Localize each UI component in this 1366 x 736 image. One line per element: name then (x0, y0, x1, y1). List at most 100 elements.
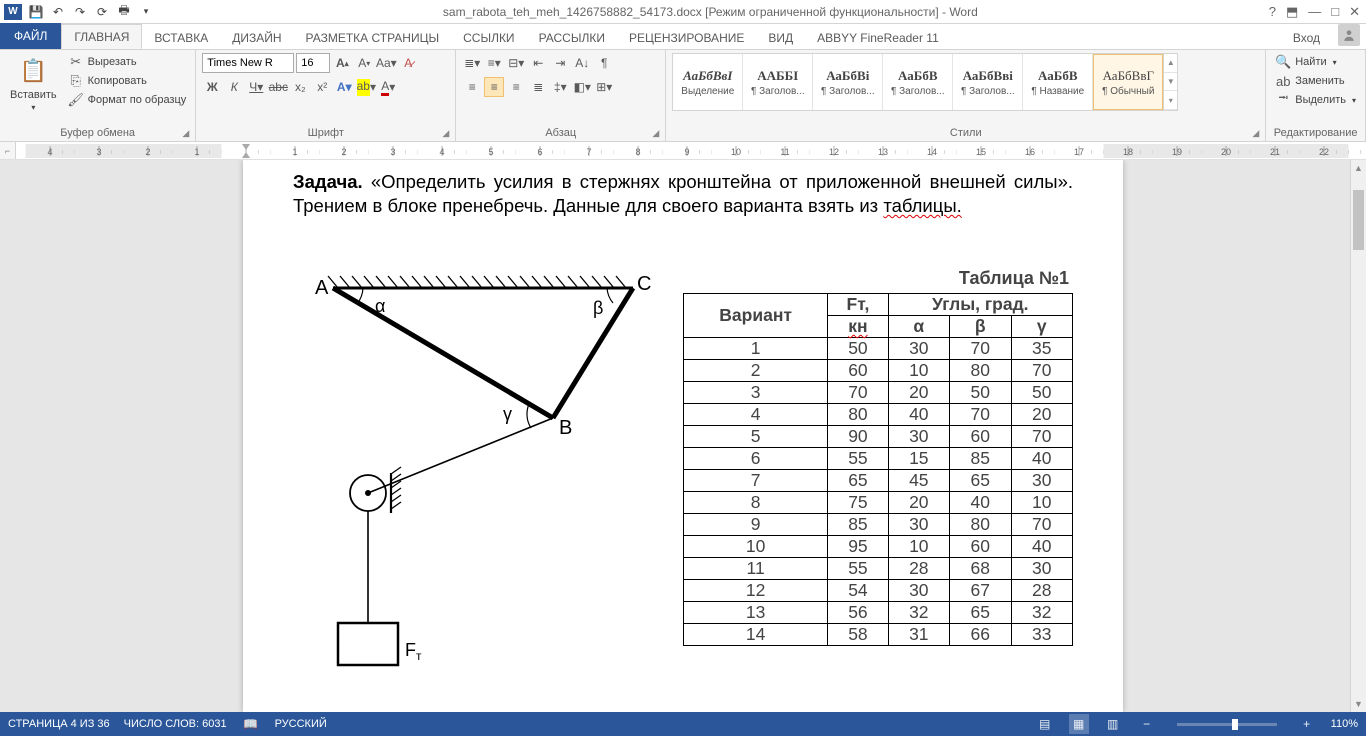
status-words[interactable]: ЧИСЛО СЛОВ: 6031 (124, 718, 227, 730)
help-icon[interactable]: ? (1269, 4, 1276, 20)
maximize-icon[interactable]: □ (1331, 4, 1339, 20)
group-clipboard: 📋 Вставить ▾ ✂Вырезать ⎘Копировать 🖌Форм… (0, 50, 196, 141)
italic-button[interactable]: К (224, 77, 244, 97)
tab-layout[interactable]: РАЗМЕТКА СТРАНИЦЫ (294, 26, 452, 49)
align-center-button[interactable]: ≡ (484, 77, 504, 97)
tab-home[interactable]: ГЛАВНАЯ (61, 24, 142, 49)
style-item[interactable]: ААББІ¶ Заголов... (743, 54, 813, 110)
line-spacing-button[interactable]: ‡▾ (550, 77, 570, 97)
read-mode-icon[interactable]: ▤ (1035, 714, 1055, 734)
superscript-button[interactable]: x² (312, 77, 332, 97)
table-row: 150307035 (684, 338, 1073, 360)
grow-font-button[interactable]: A▴ (332, 53, 352, 73)
proofing-icon[interactable]: 📖 (241, 714, 261, 734)
zoom-in-icon[interactable]: + (1297, 714, 1317, 734)
copy-button[interactable]: ⎘Копировать (65, 72, 190, 90)
tab-design[interactable]: ДИЗАЙН (220, 26, 293, 49)
replace-button[interactable]: abЗаменить (1272, 72, 1347, 90)
minimize-icon[interactable]: — (1308, 4, 1321, 20)
diag-label-beta: β (593, 298, 603, 318)
scroll-up-icon[interactable]: ▲ (1351, 160, 1366, 176)
tab-mailings[interactable]: РАССЫЛКИ (527, 26, 617, 49)
style-item[interactable]: АаБбВ¶ Заголов... (883, 54, 953, 110)
align-right-button[interactable]: ≡ (506, 77, 526, 97)
para-dialog-icon[interactable]: ◢ (652, 128, 659, 139)
tab-view[interactable]: ВИД (756, 26, 805, 49)
refresh-icon[interactable]: ⟳ (94, 4, 110, 20)
change-case-button[interactable]: Aa▾ (376, 53, 396, 73)
subscript-button[interactable]: x₂ (290, 77, 310, 97)
diag-label-F: Fт (405, 640, 422, 663)
inc-indent-button[interactable]: ⇥ (550, 53, 570, 73)
show-marks-button[interactable]: ¶ (594, 53, 614, 73)
styles-gallery: АаБбВвІВыделениеААББІ¶ Заголов...АаБбВі¶… (672, 53, 1178, 111)
style-item[interactable]: АаБбВвІВыделение (673, 54, 743, 110)
th-angles: Углы, град. (888, 294, 1072, 316)
sort-button[interactable]: A↓ (572, 53, 592, 73)
undo-icon[interactable]: ↶ (50, 4, 66, 20)
table-caption: Таблица №1 (683, 268, 1073, 289)
highlight-button[interactable]: ab▾ (356, 77, 376, 97)
styles-dialog-icon[interactable]: ◢ (1252, 128, 1259, 139)
align-left-button[interactable]: ≡ (462, 77, 482, 97)
font-dialog-icon[interactable]: ◢ (442, 128, 449, 139)
login-link[interactable]: Вход (1281, 26, 1332, 49)
font-name-input[interactable] (202, 53, 294, 73)
borders-button[interactable]: ⊞▾ (594, 77, 614, 97)
vertical-scrollbar[interactable]: ▲ ▼ (1350, 160, 1366, 712)
scroll-thumb[interactable] (1353, 190, 1364, 250)
qat-more-icon[interactable]: ▾ (138, 4, 154, 20)
zoom-out-icon[interactable]: − (1137, 714, 1157, 734)
format-painter-button[interactable]: 🖌Формат по образцу (65, 91, 190, 109)
th-alpha: α (888, 316, 949, 338)
status-lang[interactable]: РУССКИЙ (275, 718, 327, 730)
numbering-button[interactable]: ≡▾ (484, 53, 504, 73)
shading-button[interactable]: ◧▾ (572, 77, 592, 97)
redo-icon[interactable]: ↷ (72, 4, 88, 20)
user-avatar-icon[interactable] (1338, 24, 1360, 46)
style-item[interactable]: АаБбВві¶ Заголов... (953, 54, 1023, 110)
tab-review[interactable]: РЕЦЕНЗИРОВАНИЕ (617, 26, 756, 49)
shrink-font-button[interactable]: A▾ (354, 53, 374, 73)
font-color-button[interactable]: A▾ (378, 77, 398, 97)
style-item[interactable]: АаБбВвГ¶ Обычный (1093, 54, 1163, 110)
tab-insert[interactable]: ВСТАВКА (142, 26, 220, 49)
paste-button[interactable]: 📋 Вставить ▾ (6, 53, 61, 114)
find-button[interactable]: 🔍Найти▾ (1272, 53, 1339, 71)
strike-button[interactable]: abc (268, 77, 288, 97)
cut-button[interactable]: ✂Вырезать (65, 53, 190, 71)
text-effects-button[interactable]: A▾ (334, 77, 354, 97)
font-size-input[interactable] (296, 53, 330, 73)
justify-button[interactable]: ≣ (528, 77, 548, 97)
gallery-down-icon[interactable]: ▼ (1164, 73, 1177, 92)
dec-indent-button[interactable]: ⇤ (528, 53, 548, 73)
print-icon[interactable]: 🖶 (116, 4, 132, 20)
clear-format-button[interactable]: A̷ (398, 53, 418, 73)
copy-icon: ⎘ (68, 73, 84, 89)
tab-abbyy[interactable]: ABBYY FineReader 11 (805, 26, 951, 49)
status-page[interactable]: СТРАНИЦА 4 ИЗ 36 (8, 718, 110, 730)
ruler-toggle[interactable]: ⌐ (0, 142, 16, 159)
clipboard-dialog-icon[interactable]: ◢ (182, 128, 189, 139)
style-item[interactable]: АаБбВ¶ Название (1023, 54, 1093, 110)
gallery-more-icon[interactable]: ▾ (1164, 91, 1177, 110)
bold-button[interactable]: Ж (202, 77, 222, 97)
close-icon[interactable]: ✕ (1349, 4, 1360, 20)
style-item[interactable]: АаБбВі¶ Заголов... (813, 54, 883, 110)
gallery-up-icon[interactable]: ▲ (1164, 54, 1177, 73)
zoom-value[interactable]: 110% (1331, 718, 1358, 730)
paste-icon: 📋 (17, 55, 49, 87)
web-layout-icon[interactable]: ▥ (1103, 714, 1123, 734)
scroll-down-icon[interactable]: ▼ (1351, 696, 1366, 712)
diag-label-C: C (637, 273, 651, 295)
zoom-slider[interactable] (1177, 723, 1277, 726)
underline-button[interactable]: Ч▾ (246, 77, 266, 97)
print-layout-icon[interactable]: ▦ (1069, 714, 1089, 734)
select-button[interactable]: ⭲Выделить▾ (1272, 91, 1359, 109)
tab-references[interactable]: ССЫЛКИ (451, 26, 526, 49)
save-icon[interactable]: 💾 (28, 4, 44, 20)
bullets-button[interactable]: ≣▾ (462, 53, 482, 73)
multilevel-button[interactable]: ⊟▾ (506, 53, 526, 73)
tab-file[interactable]: ФАЙЛ (0, 23, 61, 49)
ribbon-opts-icon[interactable]: ⬒ (1286, 4, 1298, 20)
